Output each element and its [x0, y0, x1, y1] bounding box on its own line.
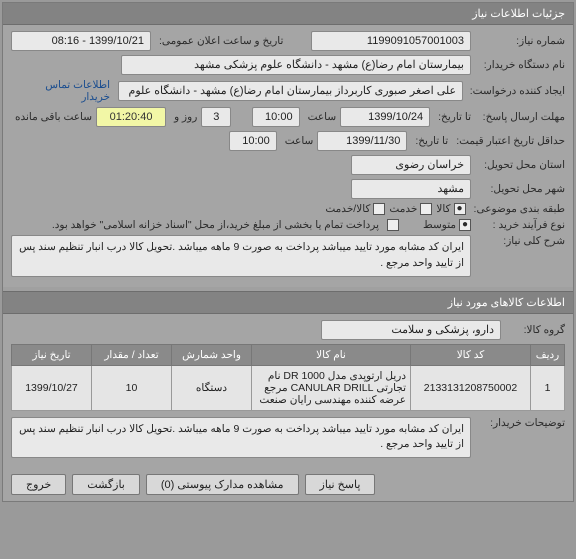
items-table: ردیف کد کالا نام کالا واحد شمارش تعداد /…	[11, 344, 565, 411]
panel-title: جزئیات اطلاعات نیاز	[3, 3, 573, 25]
city-field: مشهد	[351, 179, 471, 199]
announce-field: 1399/10/21 - 08:16	[11, 31, 151, 51]
attachments-button[interactable]: مشاهده مدارک پیوستی (0)	[146, 474, 299, 495]
cell-name: دریل ارتوپدی مدل DR 1000 نام تجارتی CANU…	[252, 365, 411, 410]
valid-date: 1399/11/30	[317, 131, 407, 151]
class-gs-text: کالا/خدمت	[325, 203, 370, 215]
creator-field: علی اصغر صبوری کاربرداز بیمارستان امام ر…	[118, 81, 463, 101]
col-idx: ردیف	[531, 344, 565, 365]
footer-buttons: پاسخ نیاز مشاهده مدارک پیوستی (0) بازگشت…	[3, 468, 573, 501]
back-button[interactable]: بازگشت	[72, 474, 140, 495]
row-province: استان محل تحویل: خراسان رضوی	[11, 155, 565, 175]
row-org: نام دستگاه خریدار: بیمارستان امام رضا(ع)…	[11, 55, 565, 75]
col-unit: واحد شمارش	[172, 344, 252, 365]
col-name: نام کالا	[252, 344, 411, 365]
buyer-notes-label: توضیحات خریدار:	[475, 417, 565, 429]
deadline-label: مهلت ارسال پاسخ:	[475, 111, 565, 123]
desc-label: شرح کلی نیاز:	[475, 235, 565, 247]
deadline-until: تا تاریخ:	[434, 111, 471, 123]
desc-box: ایران کد مشابه مورد تایید میباشد پرداخت …	[11, 235, 471, 277]
cell-date: 1399/10/27	[12, 365, 92, 410]
col-qty: تعداد / مقدار	[92, 344, 172, 365]
items-header: اطلاعات کالاهای مورد نیاز	[3, 291, 573, 314]
panel-body-main: شماره نیاز: 1199091057001003 تاریخ و ساع…	[3, 25, 573, 287]
buykind-label: نوع فرآیند خرید :	[475, 219, 565, 231]
days-lbl: روز و	[170, 111, 197, 123]
row-desc: شرح کلی نیاز: ایران کد مشابه مورد تایید …	[11, 235, 565, 277]
cell-qty: 10	[92, 365, 172, 410]
row-group: گروه کالا: دارو، پزشکی و سلامت	[11, 320, 565, 340]
table-row[interactable]: 1 2133131208750002 دریل ارتوپدی مدل DR 1…	[12, 365, 565, 410]
org-field: بیمارستان امام رضا(ع) مشهد - دانشگاه علو…	[121, 55, 471, 75]
class-label: طبقه بندی موضوعی:	[470, 203, 565, 215]
cell-unit: دستگاه	[172, 365, 252, 410]
contact-link[interactable]: اطلاعات تماس خریدار	[11, 79, 114, 103]
row-buyer-notes: توضیحات خریدار: ایران کد مشابه مورد تایی…	[11, 417, 565, 459]
days-field: 3	[201, 107, 231, 127]
col-code: کد کالا	[411, 344, 531, 365]
row-valid: حداقل تاریخ اعتبار قیمت: تا تاریخ: 1399/…	[11, 131, 565, 151]
cell-code: 2133131208750002	[411, 365, 531, 410]
reply-button[interactable]: پاسخ نیاز	[305, 474, 376, 495]
hour-lbl-2: ساعت	[281, 135, 314, 147]
remain-lbl: ساعت باقی مانده	[11, 111, 92, 123]
valid-label: حداقل تاریخ اعتبار قیمت:	[452, 135, 565, 147]
row-city: شهر محل تحویل: مشهد	[11, 179, 565, 199]
checkbox-mid-icon: ●	[459, 219, 471, 231]
city-label: شهر محل تحویل:	[475, 183, 565, 195]
items-body: گروه کالا: دارو، پزشکی و سلامت ردیف کد ک…	[3, 314, 573, 469]
class-service: خدمت	[389, 203, 432, 215]
valid-until: تا تاریخ:	[411, 135, 448, 147]
number-label: شماره نیاز:	[475, 35, 565, 47]
row-buykind: نوع فرآیند خرید : ● متوسط پرداخت تمام یا…	[11, 219, 565, 231]
buyer-notes-box: ایران کد مشابه مورد تایید میباشد پرداخت …	[11, 417, 471, 459]
payment-note: پرداخت تمام یا بخشی از مبلغ خرید،از محل …	[52, 219, 383, 231]
payment-check	[387, 219, 399, 231]
deadline-hour: 10:00	[252, 107, 300, 127]
buykind-mid: ● متوسط	[423, 219, 471, 231]
buykind-mid-text: متوسط	[423, 219, 456, 231]
group-label: گروه کالا:	[505, 324, 565, 336]
class-goods: ● کالا	[436, 203, 465, 215]
hour-lbl-1: ساعت	[304, 111, 337, 123]
class-service-text: خدمت	[389, 203, 417, 215]
group-field: دارو، پزشکی و سلامت	[321, 320, 501, 340]
announce-label: تاریخ و ساعت اعلان عمومی:	[155, 35, 283, 47]
class-goods-text: کالا	[436, 203, 450, 215]
checkbox-service-icon	[420, 203, 432, 215]
creator-label: ایجاد کننده درخواست:	[467, 85, 565, 97]
col-date: تاریخ نیاز	[12, 344, 92, 365]
row-class: طبقه بندی موضوعی: ● کالا خدمت کالا/خدمت	[11, 203, 565, 215]
province-field: خراسان رضوی	[351, 155, 471, 175]
number-field: 1199091057001003	[311, 31, 471, 51]
class-goods-service: کالا/خدمت	[325, 203, 385, 215]
row-creator: ایجاد کننده درخواست: علی اصغر صبوری کارب…	[11, 79, 565, 103]
close-button[interactable]: خروج	[11, 474, 66, 495]
countdown-timer: 01:20:40	[96, 107, 166, 127]
details-panel: جزئیات اطلاعات نیاز شماره نیاز: 11990910…	[2, 2, 574, 502]
deadline-date: 1399/10/24	[340, 107, 430, 127]
org-label: نام دستگاه خریدار:	[475, 59, 565, 71]
row-number: شماره نیاز: 1199091057001003 تاریخ و ساع…	[11, 31, 565, 51]
province-label: استان محل تحویل:	[475, 159, 565, 171]
checkbox-payment-icon	[387, 219, 399, 231]
checkbox-gs-icon	[373, 203, 385, 215]
cell-idx: 1	[531, 365, 565, 410]
valid-hour: 10:00	[229, 131, 277, 151]
row-deadline: مهلت ارسال پاسخ: تا تاریخ: 1399/10/24 سا…	[11, 107, 565, 127]
checkbox-goods-icon: ●	[454, 203, 466, 215]
